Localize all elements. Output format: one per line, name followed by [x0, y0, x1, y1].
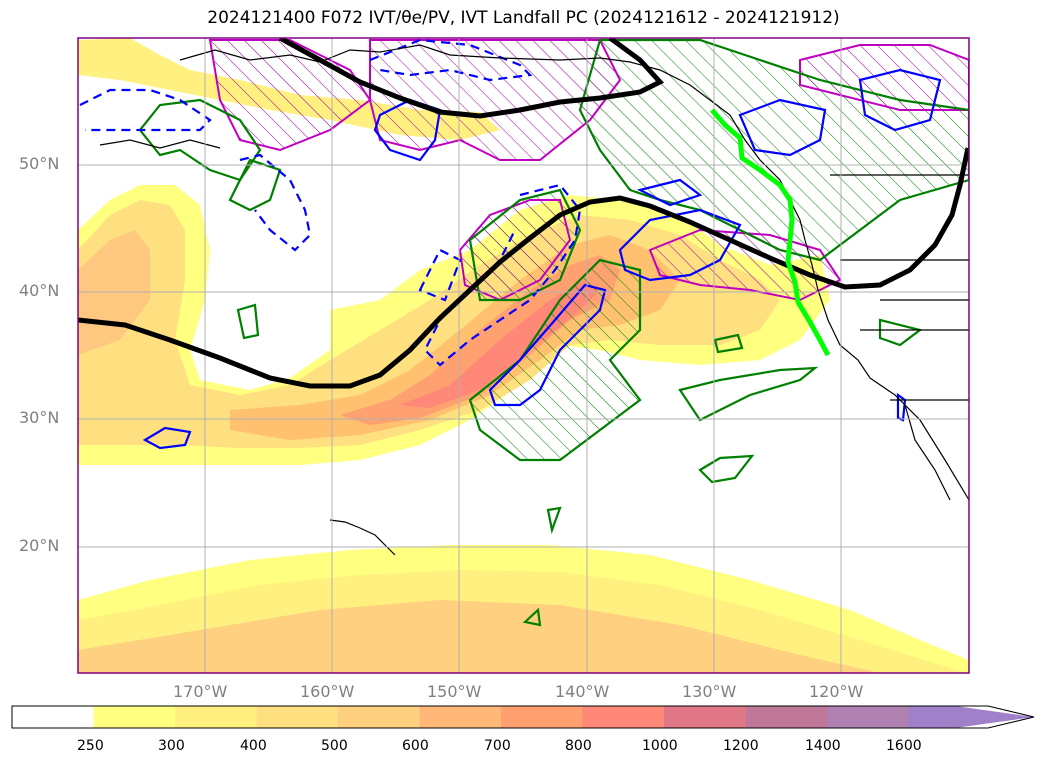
- magenta-hatch-4: [650, 230, 840, 300]
- colorbar-segment: [501, 706, 583, 728]
- ivt-south-400: [78, 600, 880, 673]
- blue-contour-2: [488, 283, 607, 407]
- green-contour-4: [468, 258, 642, 462]
- magenta-contour-5: [799, 44, 969, 111]
- colorbar: [11, 705, 1035, 729]
- cb-tick-500: 500: [321, 738, 348, 754]
- green-contour-12: [878, 318, 923, 347]
- blue-dashed-2: [239, 153, 312, 252]
- green-contour-2: [228, 158, 282, 212]
- cb-tick-600: 600: [402, 738, 429, 754]
- cb-tick-800: 800: [565, 738, 592, 754]
- green-contour-3: [468, 188, 582, 302]
- green-contour-10: [522, 607, 542, 627]
- colorbar-segments: [12, 706, 1034, 728]
- blue-contour-7: [636, 178, 703, 207]
- green-contour-6: [678, 366, 819, 422]
- colorbar-segment: [827, 706, 909, 728]
- jet-line-north: [278, 38, 665, 119]
- green-contour-7: [698, 454, 755, 484]
- figure-title: 2024121400 F072 IVT/θe/PV, IVT Landfall …: [207, 8, 840, 28]
- lon-label-160w: 160°W: [300, 682, 355, 701]
- coastlines: [99, 44, 969, 556]
- map-frame: [77, 37, 970, 674]
- magenta-hatch-5: [800, 45, 969, 110]
- cb-tick-1400: 1400: [805, 738, 841, 754]
- lat-label-50n: 50°N: [19, 154, 60, 173]
- colorbar-segment: [256, 706, 339, 728]
- lat-label-30n: 30°N: [19, 408, 60, 427]
- blue-dashed-1: [79, 88, 212, 132]
- lon-label-150w: 150°W: [427, 682, 482, 701]
- green-contours: [138, 38, 969, 627]
- lat-label-20n: 20°N: [19, 536, 60, 555]
- cb-tick-700: 700: [484, 738, 511, 754]
- blue-contour-3: [618, 208, 742, 282]
- cb-tick-1200: 1200: [723, 738, 759, 754]
- colorbar-segment: [419, 706, 502, 728]
- colorbar-segment: [12, 706, 94, 728]
- colorbar-segment: [93, 706, 176, 728]
- colorbar-outline: [11, 705, 1035, 729]
- colorbar-segment: [338, 706, 420, 728]
- gridlines: [78, 38, 969, 673]
- jet-line-south: [78, 147, 969, 389]
- blue-contour-5: [858, 68, 942, 132]
- lat-label-40n: 40°N: [19, 281, 60, 300]
- blue-contour-8: [896, 392, 907, 422]
- colorbar-extend-arrow: [908, 706, 1034, 728]
- ivt-800: [400, 280, 598, 408]
- blue-contour-6: [142, 426, 192, 450]
- lon-label-140w: 140°W: [555, 682, 610, 701]
- coastline-baja: [904, 404, 951, 501]
- cb-tick-250: 250: [77, 738, 104, 754]
- lon-label-130w: 130°W: [682, 682, 737, 701]
- lon-label-120w: 120°W: [809, 682, 864, 701]
- cb-tick-300: 300: [158, 738, 185, 754]
- green-contour-5: [578, 38, 969, 262]
- blue-dashed-3: [369, 38, 533, 82]
- colorbar-segment: [664, 706, 746, 728]
- colorbar-segment: [745, 706, 828, 728]
- cb-tick-1000: 1000: [642, 738, 678, 754]
- magenta-contour-3: [458, 199, 572, 302]
- coastline-aleutians: [99, 139, 221, 149]
- ivt-700: [340, 255, 620, 425]
- green-contour-8: [236, 303, 260, 340]
- coastline-na: [179, 44, 969, 501]
- blue-dashed-5: [418, 248, 462, 302]
- colorbar-segment: [175, 706, 257, 728]
- blue-solid-contours: [142, 68, 942, 450]
- lon-label-170w: 170°W: [173, 682, 228, 701]
- ivt-shading: [78, 38, 969, 673]
- cb-tick-1600: 1600: [886, 738, 922, 754]
- magenta-hatch-2: [370, 40, 620, 160]
- landfall-line: [710, 108, 831, 357]
- green-contour-9: [546, 506, 562, 535]
- colorbar-segment: [582, 706, 665, 728]
- blue-contour-4: [738, 98, 827, 157]
- cb-tick-400: 400: [240, 738, 267, 754]
- green-contour-11: [713, 333, 744, 354]
